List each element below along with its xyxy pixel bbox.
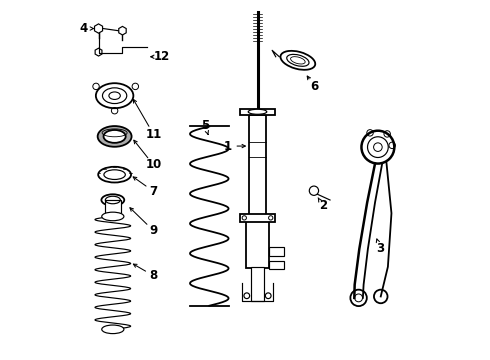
Bar (270, 261, 284, 269)
Bar (245, 215, 270, 267)
Circle shape (362, 131, 394, 163)
Ellipse shape (98, 167, 131, 183)
Text: 2: 2 (319, 199, 327, 212)
Text: 11: 11 (146, 128, 162, 141)
Bar (241, 109, 275, 114)
Ellipse shape (98, 126, 132, 147)
Bar (240, 214, 275, 222)
Ellipse shape (287, 54, 309, 66)
Bar (104, 200, 121, 213)
Text: 10: 10 (146, 158, 162, 171)
Text: 1: 1 (224, 140, 232, 153)
Text: 8: 8 (149, 269, 158, 282)
Ellipse shape (96, 83, 133, 108)
Ellipse shape (103, 130, 126, 143)
Ellipse shape (102, 88, 127, 104)
Text: 5: 5 (201, 119, 209, 132)
Text: 9: 9 (149, 224, 158, 237)
Text: 7: 7 (149, 185, 158, 198)
Ellipse shape (248, 109, 267, 114)
Ellipse shape (102, 325, 124, 334)
Text: 4: 4 (79, 22, 88, 35)
Bar (251, 267, 264, 301)
Text: 12: 12 (154, 50, 170, 63)
Ellipse shape (280, 51, 315, 70)
Ellipse shape (101, 194, 124, 206)
Bar (270, 247, 284, 256)
Ellipse shape (102, 212, 124, 221)
Bar (249, 114, 266, 216)
Text: 3: 3 (376, 242, 384, 255)
Text: 6: 6 (310, 80, 318, 93)
